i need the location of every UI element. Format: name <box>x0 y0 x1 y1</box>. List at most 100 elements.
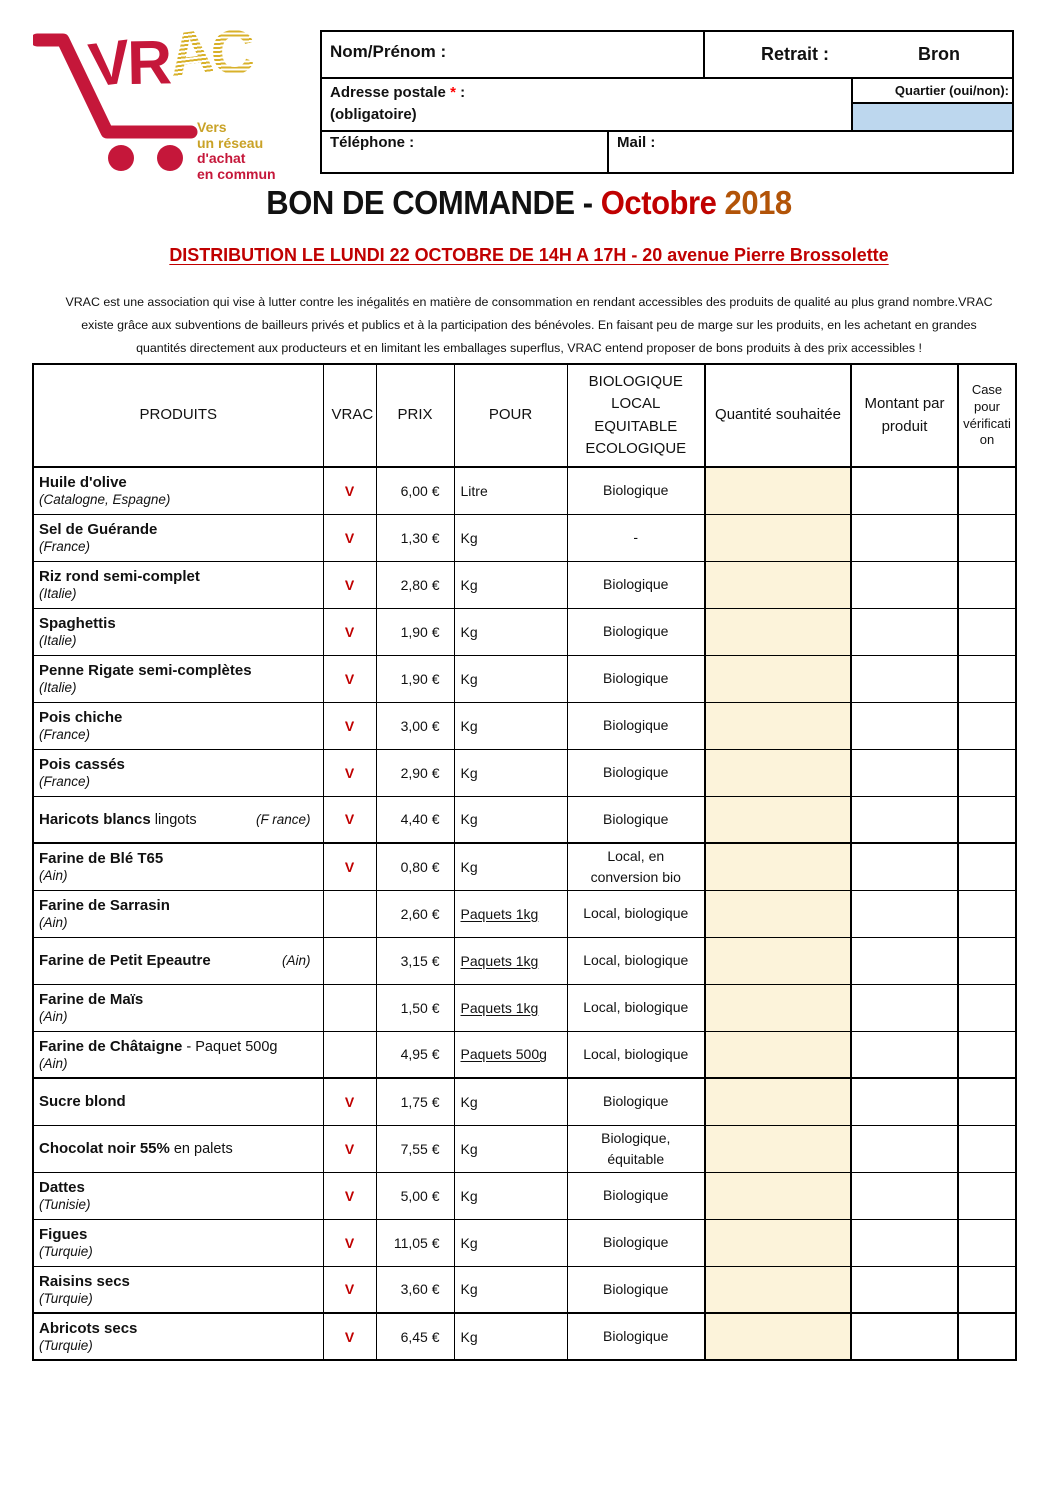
product-name-line: Figues <box>39 1226 319 1243</box>
price-cell: 1,90 € <box>375 654 455 703</box>
quantity-input-cell[interactable] <box>704 748 852 797</box>
quantity-input-cell[interactable] <box>704 795 852 844</box>
quantity-input-cell[interactable] <box>704 1312 852 1361</box>
labels-cell: Biologique <box>566 1312 706 1361</box>
quantity-input-cell[interactable] <box>704 842 852 891</box>
verification-cell[interactable] <box>957 607 1017 656</box>
product-name-line: Huile d'olive <box>39 474 319 491</box>
product-origin: (Turquie) <box>39 1338 93 1353</box>
verification-cell[interactable] <box>957 654 1017 703</box>
quantity-input-cell[interactable] <box>704 889 852 938</box>
labels-cell: Biologique <box>566 1218 706 1267</box>
amount-cell[interactable] <box>850 795 959 844</box>
quantity-input-cell[interactable] <box>704 607 852 656</box>
amount-cell[interactable] <box>850 654 959 703</box>
products-tbody: Huile d'olive (Catalogne, Espagne) V 6,00 €… <box>32 466 1017 1361</box>
product-name: Farine de Châtaigne <box>39 1037 183 1055</box>
amount-cell[interactable] <box>850 983 959 1032</box>
mail-field[interactable]: Mail : <box>617 134 656 151</box>
header-vrac: VRAC <box>322 363 377 468</box>
product-name: Farine de Sarrasin <box>39 897 170 914</box>
verification-cell[interactable] <box>957 1265 1017 1314</box>
amount-cell[interactable] <box>850 1218 959 1267</box>
product-cell: Farine de Petit Epeautre (Ain) <box>32 936 324 985</box>
quantity-input-cell[interactable] <box>704 560 852 609</box>
product-name-line: Abricots secs <box>39 1320 319 1337</box>
quantity-input-cell[interactable] <box>704 1218 852 1267</box>
quantity-input-cell[interactable] <box>704 1171 852 1220</box>
amount-cell[interactable] <box>850 1124 959 1173</box>
product-name: Abricots secs <box>39 1320 138 1337</box>
verification-cell[interactable] <box>957 1077 1017 1126</box>
verification-cell[interactable] <box>957 842 1017 891</box>
verification-cell[interactable] <box>957 983 1017 1032</box>
unit-label: Kg <box>460 1140 478 1157</box>
verification-cell[interactable] <box>957 466 1017 515</box>
verification-cell[interactable] <box>957 936 1017 985</box>
telephone-field[interactable]: Téléphone : <box>322 132 609 172</box>
verification-cell[interactable] <box>957 513 1017 562</box>
quartier-label: Quartier (oui/non): <box>853 79 1012 104</box>
vrac-mark-cell: V <box>322 1124 377 1173</box>
nom-prenom-field[interactable]: Nom/Prénom : <box>322 32 705 77</box>
quartier-input-cell[interactable] <box>853 104 1012 130</box>
vrac-mark-cell <box>322 936 377 985</box>
unit-cell: Kg <box>453 842 568 891</box>
amount-cell[interactable] <box>850 748 959 797</box>
verification-cell[interactable] <box>957 1312 1017 1361</box>
amount-cell[interactable] <box>850 1265 959 1314</box>
verification-cell[interactable] <box>957 1124 1017 1173</box>
product-origin: (Tunisie) <box>39 1197 91 1212</box>
unit-label: Kg <box>460 1093 478 1110</box>
tagline-line: en commun <box>197 166 276 183</box>
verification-cell[interactable] <box>957 1218 1017 1267</box>
amount-cell[interactable] <box>850 889 959 938</box>
quantity-input-cell[interactable] <box>704 513 852 562</box>
product-name: Farine de Petit Epeautre <box>39 952 211 969</box>
logo-wordmark: VRAC <box>85 16 256 100</box>
verification-cell[interactable] <box>957 889 1017 938</box>
amount-cell[interactable] <box>850 701 959 750</box>
amount-cell[interactable] <box>850 513 959 562</box>
logo-letter: C <box>209 18 253 88</box>
vrac-mark-cell: V <box>322 795 377 844</box>
amount-cell[interactable] <box>850 1077 959 1126</box>
amount-cell[interactable] <box>850 936 959 985</box>
unit-label: Kg <box>460 623 478 640</box>
quantity-input-cell[interactable] <box>704 466 852 515</box>
quantity-input-cell[interactable] <box>704 983 852 1032</box>
amount-cell[interactable] <box>850 1171 959 1220</box>
verification-cell[interactable] <box>957 1171 1017 1220</box>
verification-cell[interactable] <box>957 1030 1017 1079</box>
quantity-input-cell[interactable] <box>704 1265 852 1314</box>
form-row-name: Nom/Prénom : Retrait : Bron <box>322 32 1012 79</box>
amount-cell[interactable] <box>850 466 959 515</box>
amount-cell[interactable] <box>850 560 959 609</box>
unit-cell: Kg <box>453 701 568 750</box>
product-name: Riz rond semi-complet <box>39 568 200 585</box>
amount-cell[interactable] <box>850 1030 959 1079</box>
quantity-input-cell[interactable] <box>704 1030 852 1079</box>
quantity-input-cell[interactable] <box>704 1077 852 1126</box>
unit-cell: Paquets 500g <box>453 1030 568 1079</box>
adresse-field[interactable]: Adresse postale * : (obligatoire) <box>322 79 853 130</box>
labels-cell: Biologique <box>566 607 706 656</box>
product-name-line: Pois chiche <box>39 709 319 726</box>
verification-cell[interactable] <box>957 748 1017 797</box>
verification-cell[interactable] <box>957 701 1017 750</box>
quantity-input-cell[interactable] <box>704 1124 852 1173</box>
verification-cell[interactable] <box>957 560 1017 609</box>
verification-cell[interactable] <box>957 795 1017 844</box>
quantity-input-cell[interactable] <box>704 654 852 703</box>
distribution-notice: DISTRIBUTION LE LUNDI 22 OCTOBRE DE 14H … <box>169 244 889 265</box>
product-origin: (Italie) <box>39 586 77 601</box>
product-cell: Haricots blancs lingots (F rance) <box>32 795 324 844</box>
product-cell: Penne Rigate semi-complètes (Italie) <box>32 654 324 703</box>
table-row: Farine de Châtaigne - Paquet 500g (Ain) 4,9… <box>32 1030 1017 1079</box>
amount-cell[interactable] <box>850 607 959 656</box>
amount-cell[interactable] <box>850 1312 959 1361</box>
quantity-input-cell[interactable] <box>704 936 852 985</box>
quantity-input-cell[interactable] <box>704 701 852 750</box>
vrac-mark-cell <box>322 983 377 1032</box>
amount-cell[interactable] <box>850 842 959 891</box>
